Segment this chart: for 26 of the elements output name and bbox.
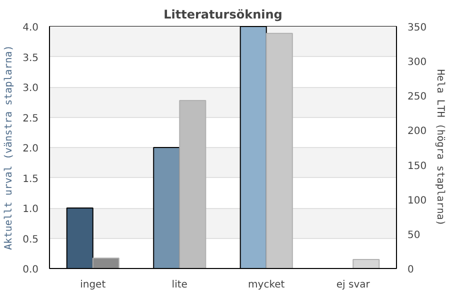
bar	[92, 258, 120, 268]
y-tick-label: 0.0	[22, 264, 39, 276]
y-tick-label: 0.5	[22, 234, 39, 246]
y2-tick-label: 50	[408, 230, 420, 241]
y-tick-label: 4.0	[22, 22, 39, 34]
y2-tick-label: 100	[408, 195, 427, 206]
y-tick-label: 1.5	[22, 174, 39, 185]
bar	[352, 259, 380, 268]
y-tick-label: 2.0	[22, 144, 39, 154]
y-axis-title: Aktuellt urval (vänstra staplarna)	[4, 45, 15, 250]
y2-tick-label: 0	[408, 264, 414, 276]
y-tick-label: 3.5	[22, 52, 39, 64]
y2-tick-label: 250	[408, 92, 427, 103]
y2-axis-title: Hela LTH (högra staplarna)	[434, 69, 446, 226]
y2-tick-label: 150	[408, 160, 427, 172]
y-tick-label: 1.0	[22, 204, 39, 215]
x-tick-label: mycket	[248, 280, 285, 290]
y2-tick-label: 200	[408, 126, 427, 138]
x-tick-label: lite	[172, 280, 188, 290]
y2-tick-label: 350	[408, 22, 427, 34]
y-tick-label: 3.0	[22, 83, 39, 94]
x-tick-label: ej svar	[336, 280, 371, 290]
y-tick-label: 2.5	[22, 113, 39, 124]
x-tick-label: inget	[80, 280, 106, 290]
y2-tick-label: 300	[408, 57, 427, 68]
chart-title: Litteratursökning	[164, 8, 282, 22]
